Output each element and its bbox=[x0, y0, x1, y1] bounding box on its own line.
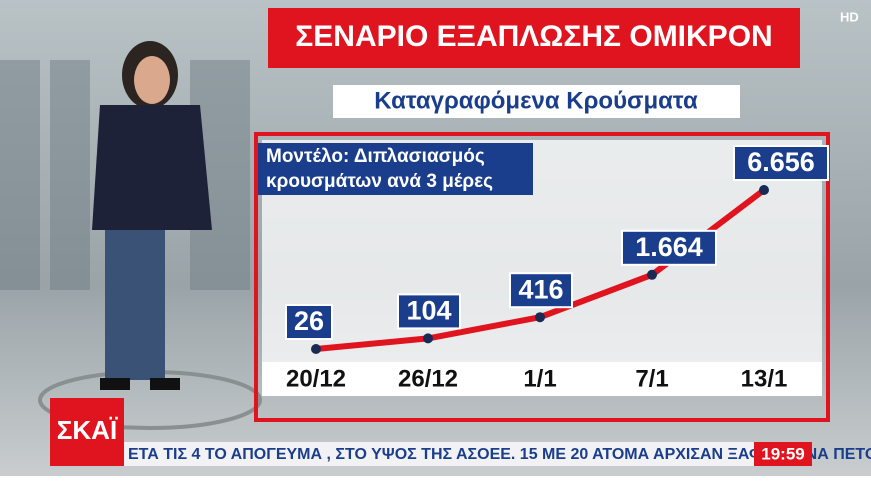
data-point bbox=[423, 333, 433, 344]
data-point bbox=[647, 269, 657, 280]
x-tick-label: 26/12 bbox=[398, 365, 458, 392]
chart-frame bbox=[254, 132, 830, 422]
label-box bbox=[509, 272, 573, 309]
subtitle-box bbox=[333, 85, 740, 118]
clock: 19:59 bbox=[761, 444, 804, 463]
x-tick-label: 13/1 bbox=[741, 365, 788, 392]
data-label: 104 bbox=[406, 296, 451, 326]
hd-badge: HD bbox=[840, 9, 859, 24]
data-point bbox=[311, 344, 321, 354]
presenter bbox=[92, 41, 212, 390]
x-tick-label: 1/1 bbox=[523, 365, 556, 392]
chart-title: ΣΕΝΑΡΙΟ ΕΞΑΠΛΩΣΗΣ ΟΜΙΚΡΟΝ bbox=[295, 20, 772, 53]
data-label: 1.664 bbox=[635, 232, 703, 262]
annotation: Μοντέλο: Διπλασιασμός bbox=[266, 146, 485, 167]
plot: 26 20/12 104 26/12 416 1/1 1.664 7/1 6.656 13/1 bbox=[285, 145, 829, 392]
label-box bbox=[397, 293, 461, 330]
data-label: 26 bbox=[294, 306, 324, 336]
annotation-box bbox=[258, 143, 533, 195]
data-label: 6.656 bbox=[747, 147, 815, 177]
title-box bbox=[268, 8, 800, 68]
data-point bbox=[535, 312, 545, 323]
axis-band bbox=[262, 362, 822, 396]
windows bbox=[0, 60, 250, 290]
clock-box bbox=[754, 442, 812, 466]
chart-subtitle: Καταγραφόμενα Κρούσματα bbox=[374, 87, 698, 114]
label-box bbox=[285, 304, 333, 340]
ticker-text: ΕΤΑ ΤΙΣ 4 ΤΟ ΑΠΟΓΕΥΜΑ , ΣΤΟ ΥΨΟΣ ΤΗΣ ΑΣΟ… bbox=[128, 446, 871, 463]
channel-name: ΣΚΑΪ bbox=[57, 415, 118, 445]
x-tick-label: 20/12 bbox=[286, 365, 346, 392]
channel-logo bbox=[50, 398, 124, 466]
ticker-bar bbox=[124, 442, 754, 466]
data-point bbox=[759, 185, 769, 195]
label-box bbox=[733, 145, 829, 181]
annotation: κρουσμάτων ανά 3 μέρες bbox=[266, 171, 493, 192]
label-box bbox=[621, 229, 717, 266]
x-tick-label: 7/1 bbox=[635, 365, 668, 392]
data-label: 416 bbox=[518, 274, 563, 304]
